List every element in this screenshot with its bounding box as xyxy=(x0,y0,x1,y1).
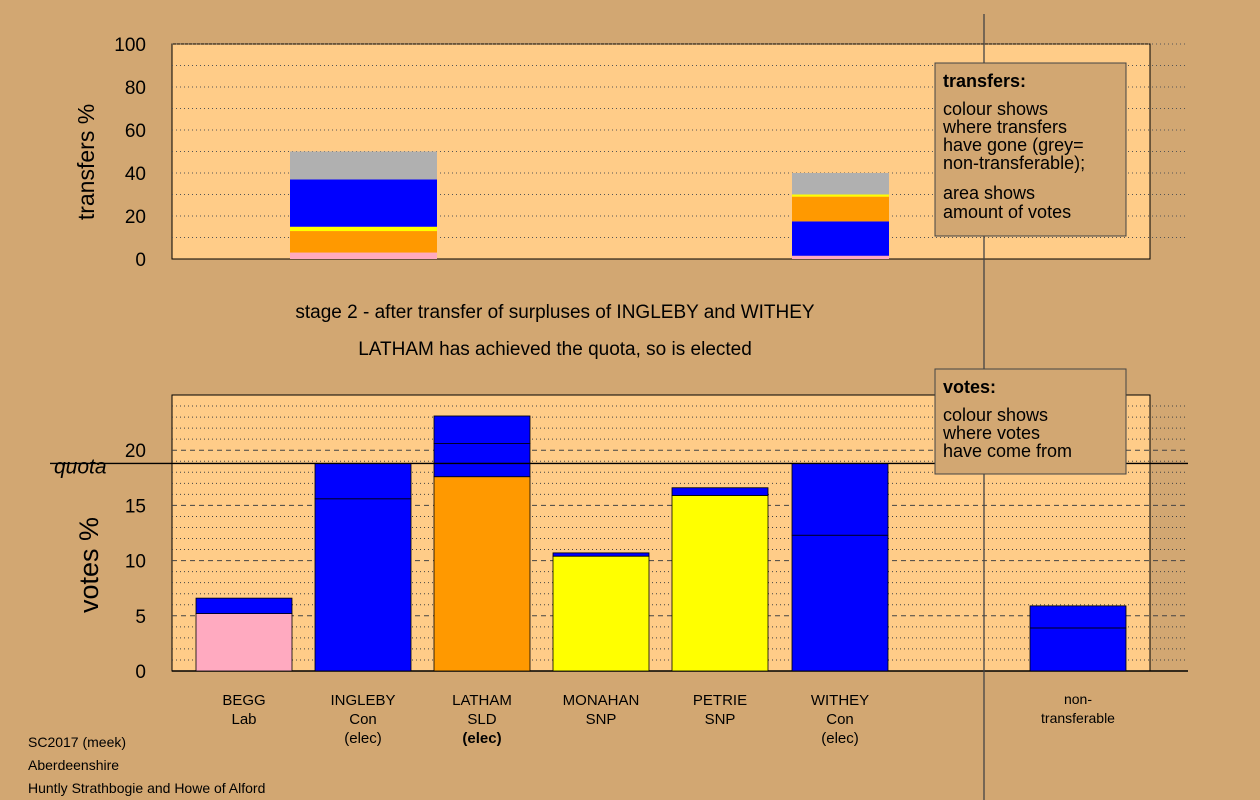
transfers-ytick-label: 60 xyxy=(125,121,146,142)
footer-line-1: SC2017 (meek) xyxy=(28,734,127,750)
vote-bar-begg-segment xyxy=(195,597,293,614)
quota-label: quota xyxy=(54,455,107,478)
candidate-status-label: (elec) xyxy=(344,730,382,747)
transfers-legend-text: where transfers xyxy=(942,117,1067,137)
vote-bar-monahan-segment xyxy=(552,555,650,672)
vote-bar-ingleby-segment xyxy=(314,498,412,672)
candidate-name-label: INGLEBY xyxy=(330,692,395,709)
transfer-segment xyxy=(792,194,889,197)
footer-line-2: Aberdeenshire xyxy=(28,757,120,773)
transfers-ytick-label: 100 xyxy=(114,35,146,56)
candidate-party-label: SNP xyxy=(705,711,736,728)
candidate-name-label: MONAHAN xyxy=(563,692,640,709)
non-transferable-label: transferable xyxy=(1041,710,1115,726)
transfer-segment xyxy=(290,252,437,259)
transfers-legend-text: have gone (grey= xyxy=(943,135,1084,155)
transfer-segment xyxy=(792,196,889,222)
votes-legend-box xyxy=(934,368,1127,475)
candidate-name-label: PETRIE xyxy=(693,692,747,709)
transfers-ytick-label: 80 xyxy=(125,78,146,99)
transfer-segment xyxy=(792,173,889,195)
vote-bar-non-transferable-segment xyxy=(1029,605,1127,629)
vote-bar-petrie-segment xyxy=(671,487,769,496)
transfers-legend-text: area shows xyxy=(943,183,1035,203)
candidate-name-label: LATHAM xyxy=(452,692,512,709)
candidate-status-label: (elec) xyxy=(821,730,859,747)
transfer-segment xyxy=(792,221,889,256)
votes-legend-text: have come from xyxy=(943,441,1072,461)
candidate-party-label: SNP xyxy=(586,711,617,728)
transfer-segment xyxy=(290,151,437,180)
transfer-segment xyxy=(290,231,437,253)
candidate-party-label: Con xyxy=(826,711,854,728)
candidate-name-label: WITHEY xyxy=(811,692,869,709)
vote-bar-monahan-segment xyxy=(552,552,650,557)
vote-bar-ingleby-segment xyxy=(314,463,412,500)
elected-note: LATHAM has achieved the quota, so is ele… xyxy=(358,339,752,360)
vote-bar-non-transferable-segment xyxy=(1029,627,1127,672)
transfers-ytick-label: 20 xyxy=(125,207,146,228)
vote-bar-withey-segment xyxy=(791,463,889,536)
transfers-ytick-label: 40 xyxy=(125,164,146,185)
transfers-ytick-label: 0 xyxy=(135,250,146,271)
transfers-legend-box xyxy=(934,62,1127,237)
transfer-segment xyxy=(290,226,437,232)
votes-legend-text: where votes xyxy=(942,423,1040,443)
votes-ytick-label: 10 xyxy=(125,552,146,573)
votes-ytick-label: 20 xyxy=(125,441,146,462)
vote-bar-latham-segment xyxy=(433,415,531,444)
votes-ytick-label: 0 xyxy=(135,662,146,683)
candidate-party-label: SLD xyxy=(467,711,496,728)
footer-line-3: Huntly Strathbogie and Howe of Alford xyxy=(28,780,266,796)
votes-ytick-label: 15 xyxy=(125,496,146,517)
transfers-legend-text: non-transferable); xyxy=(943,153,1085,173)
transfers-legend-text: colour shows xyxy=(943,99,1048,119)
candidate-status-label: (elec) xyxy=(462,730,501,747)
candidate-party-label: Lab xyxy=(231,711,256,728)
votes-ytick-label: 5 xyxy=(135,607,146,628)
non-transferable-label: non- xyxy=(1064,691,1092,707)
candidate-name-label: BEGG xyxy=(222,692,265,709)
votes-ylabel: votes % xyxy=(74,517,104,613)
transfers-ylabel: transfers % xyxy=(73,104,99,220)
transfers-legend-text: amount of votes xyxy=(943,202,1071,222)
candidate-party-label: Con xyxy=(349,711,377,728)
vote-bar-latham-segment xyxy=(433,443,531,478)
vote-bar-petrie-segment xyxy=(671,495,769,672)
stage-title: stage 2 - after transfer of surpluses of… xyxy=(295,302,815,323)
vote-bar-latham-segment xyxy=(433,476,531,672)
vote-bar-begg-segment xyxy=(195,613,293,672)
transfer-segment xyxy=(792,255,889,259)
votes-legend-text: colour shows xyxy=(943,405,1048,425)
transfer-segment xyxy=(290,179,437,227)
vote-bar-withey-segment xyxy=(791,534,889,672)
votes-legend-heading: votes: xyxy=(943,377,996,397)
transfers-legend-heading: transfers: xyxy=(943,71,1026,91)
